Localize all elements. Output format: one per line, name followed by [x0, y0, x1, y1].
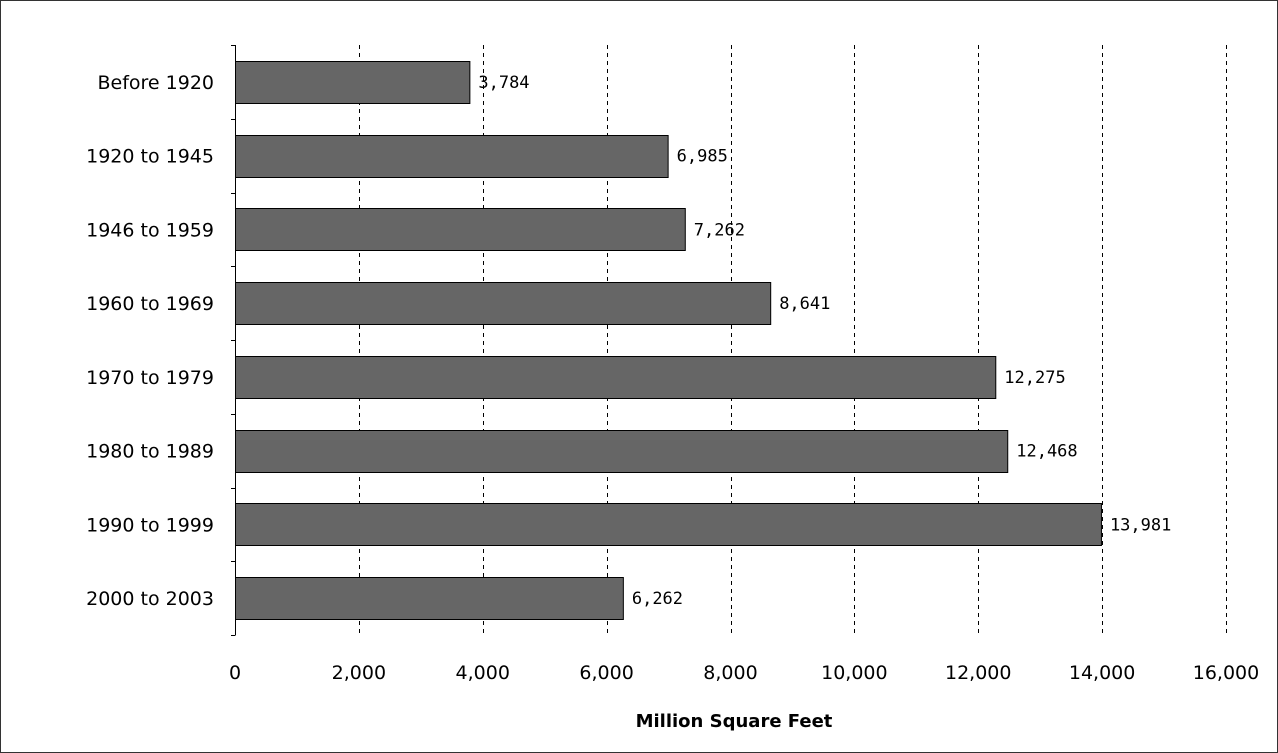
value-label: 12,275 — [1004, 368, 1065, 388]
category-label: 1946 to 1959 — [86, 219, 214, 241]
x-tick-label: 16,000 — [1193, 662, 1259, 684]
category-labels: Before 1920 1920 to 1945 1946 to 1959 1960 … — [86, 72, 214, 610]
x-tick-label: 12,000 — [945, 662, 1011, 684]
category-label: Before 1920 — [97, 72, 214, 94]
bars — [235, 61, 1102, 620]
category-label: 2000 to 2003 — [86, 588, 214, 610]
value-label: 7,262 — [694, 220, 745, 240]
x-axis-title: Million Square Feet — [636, 711, 833, 732]
x-tick-label: 14,000 — [1069, 662, 1135, 684]
category-label: 1980 to 1989 — [86, 441, 214, 463]
bar — [235, 282, 772, 325]
value-label: 13,981 — [1110, 515, 1171, 535]
bar — [235, 61, 471, 104]
category-label: 1970 to 1979 — [86, 367, 214, 389]
x-tick-label: 2,000 — [332, 662, 386, 684]
category-label: 1990 to 1999 — [86, 514, 214, 536]
x-tick-labels: 0 2,000 4,000 6,000 8,000 10,000 12,000 14,000 1… — [229, 662, 1259, 684]
category-label: 1960 to 1969 — [86, 293, 214, 315]
x-tick-label: 0 — [229, 662, 241, 684]
bar — [235, 503, 1102, 546]
value-labels: 3,784 6,985 7,262 8,641 12,275 12,468 13,981 6,… — [478, 73, 1171, 609]
category-label: 1920 to 1945 — [86, 146, 214, 168]
bar — [235, 208, 686, 251]
value-label: 3,784 — [478, 73, 529, 93]
value-label: 12,468 — [1016, 442, 1077, 462]
bar — [235, 430, 1009, 473]
bar — [235, 577, 624, 620]
x-tick-label: 10,000 — [821, 662, 887, 684]
x-tick-label: 6,000 — [579, 662, 633, 684]
x-tick-label: 8,000 — [703, 662, 757, 684]
value-label: 6,262 — [632, 589, 683, 609]
bar — [235, 356, 997, 399]
y-axis — [231, 45, 236, 636]
gridlines — [359, 45, 1227, 635]
value-label: 6,985 — [677, 147, 728, 167]
bar — [235, 135, 669, 178]
x-tick-label: 4,000 — [456, 662, 510, 684]
value-label: 8,641 — [779, 294, 830, 314]
